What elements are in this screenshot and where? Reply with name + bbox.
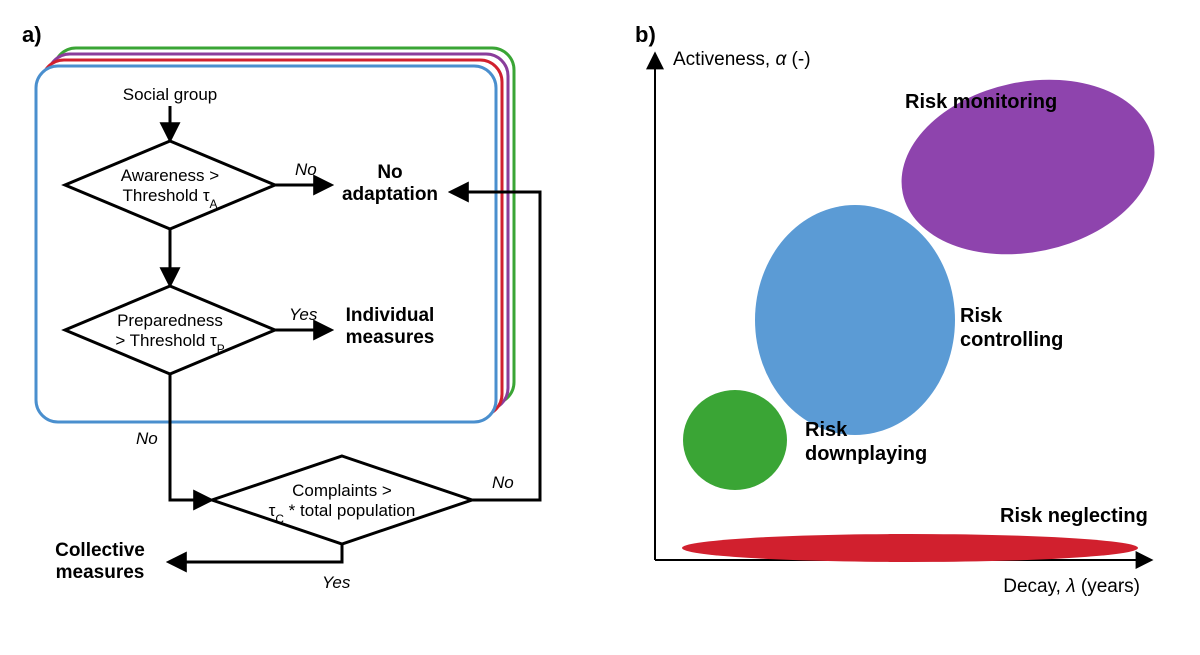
outcome-indiv-l2: measures <box>346 327 435 348</box>
cluster-controlling <box>755 205 955 435</box>
y-axis-label: Activeness, α (-) <box>673 49 811 70</box>
label-controlling-l1: Risk <box>960 305 1003 327</box>
edge-d2-no-label: No <box>136 429 158 448</box>
cluster-neglecting <box>682 534 1138 562</box>
label-downplaying-l2: downplaying <box>805 443 927 465</box>
outcome-noadapt-l2: adaptation <box>342 184 438 205</box>
panel-label-b: b) <box>635 22 656 47</box>
panel-label-a: a) <box>22 22 42 47</box>
outcome-coll-l1: Collective <box>55 540 145 561</box>
edge-d1-no-label: No <box>295 160 317 179</box>
edge-d3-no-label: No <box>492 473 514 492</box>
d2-line1: Preparedness <box>117 311 223 330</box>
figure-root: a)b)Social groupAwareness >Threshold τAN… <box>0 0 1200 655</box>
label-neglecting: Risk neglecting <box>1000 505 1148 527</box>
d1-line1: Awareness > <box>121 166 220 185</box>
label-controlling-l2: controlling <box>960 329 1063 351</box>
edge-d2-yes-label: Yes <box>289 305 318 324</box>
group-card-3 <box>36 66 496 422</box>
outcome-noadapt-l1: No <box>377 162 402 183</box>
x-axis-label: Decay, λ (years) <box>1003 576 1140 597</box>
d3-line1: Complaints > <box>292 481 392 500</box>
start-label: Social group <box>123 85 218 104</box>
label-downplaying-l1: Risk <box>805 419 848 441</box>
edge-d3-yes-label: Yes <box>322 573 351 592</box>
edge-d3-yes <box>170 544 342 562</box>
outcome-coll-l2: measures <box>56 562 145 583</box>
cluster-downplaying <box>683 390 787 490</box>
decision-complaints <box>212 456 472 544</box>
label-monitoring: Risk monitoring <box>905 91 1057 113</box>
outcome-indiv-l1: Individual <box>346 305 435 326</box>
figure-svg: a)b)Social groupAwareness >Threshold τAN… <box>0 0 1200 655</box>
